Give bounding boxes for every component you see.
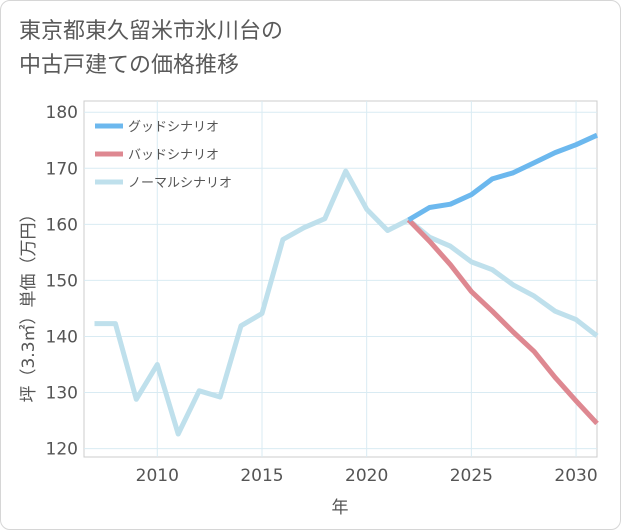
y-tick-label: 150 (46, 271, 78, 291)
series-line-0 (407, 132, 599, 223)
y-tick-label: 180 (46, 103, 78, 123)
chart-title-line2: 中古戸建ての価格推移 (19, 53, 240, 78)
x-tick-label: 2010 (136, 466, 179, 486)
legend-label-2: ノーマルシナリオ (128, 176, 232, 191)
y-axis-label: 坪（3.3㎡）単価（万円） (19, 205, 39, 402)
y-tick-labels: 120 130 140 150 160 170 180 (46, 103, 78, 459)
x-tick-label: 2020 (345, 466, 388, 486)
chart-title: 東京都東久留米市氷川台の 中古戸建ての価格推移 (19, 15, 283, 83)
series-line-1 (406, 218, 599, 426)
grid (84, 101, 597, 457)
x-tick-label: 2025 (450, 466, 493, 486)
y-tick-label: 140 (46, 327, 78, 347)
x-tick-labels: 2010 2015 2020 2025 2030 (136, 466, 598, 486)
y-tick-label: 160 (46, 215, 78, 235)
legend-label-0: グッドシナリオ (128, 120, 219, 135)
x-axis-label: 年 (332, 498, 349, 518)
legend-label-1: バッドシナリオ (128, 148, 219, 163)
series-lines (94, 132, 599, 437)
y-tick-label: 120 (46, 440, 78, 460)
y-tick-label: 130 (46, 384, 78, 404)
x-tick-label: 2030 (554, 466, 597, 486)
series-line-2 (94, 168, 599, 437)
x-tick-label: 2015 (240, 466, 283, 486)
chart-title-line1: 東京都東久留米市氷川台の (19, 19, 284, 44)
y-tick-label: 170 (46, 159, 78, 179)
